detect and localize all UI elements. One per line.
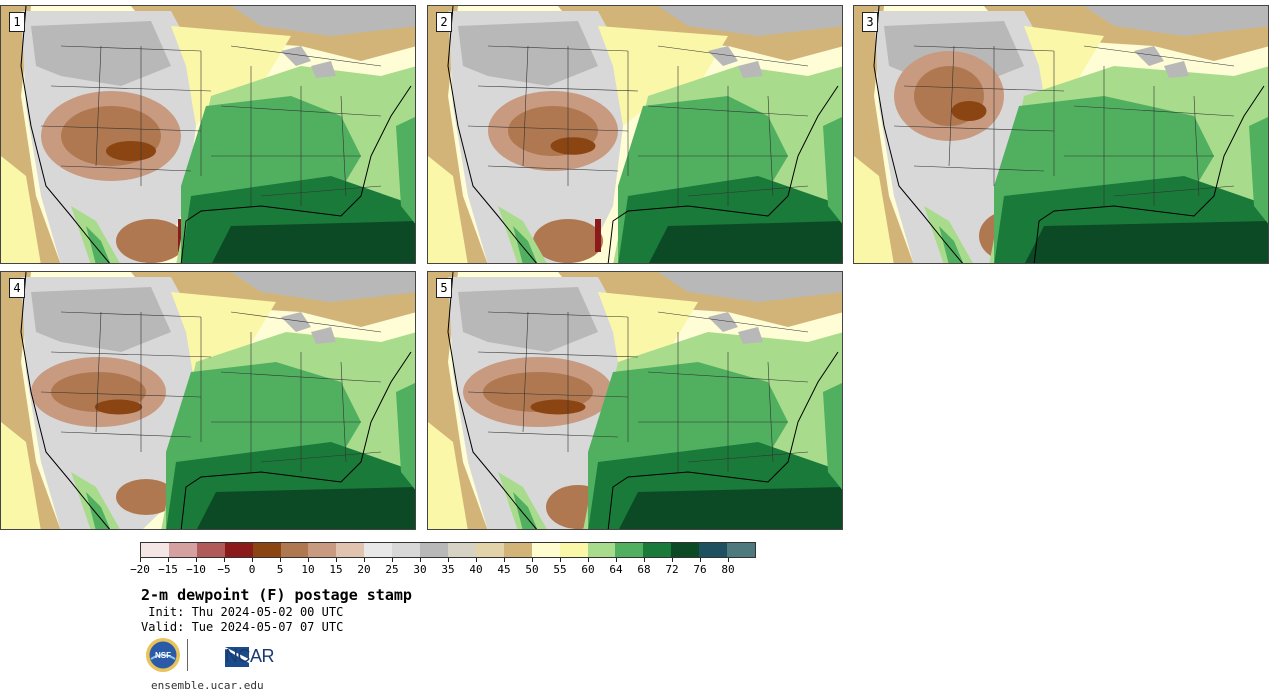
colorbar-tick bbox=[336, 558, 337, 562]
dewpoint-map-2 bbox=[428, 6, 842, 263]
panel-number-label: 1 bbox=[9, 12, 25, 32]
colorbar-tick-label: 0 bbox=[248, 563, 256, 576]
logos: NSF NCAR bbox=[145, 637, 275, 677]
colorbar-tick bbox=[700, 558, 701, 562]
colorbar-tick bbox=[504, 558, 505, 562]
colorbar-tick-label: 45 bbox=[497, 563, 511, 576]
page-title: 2-m dewpoint (F) postage stamp bbox=[141, 586, 412, 604]
colorbar-tick-label: 15 bbox=[329, 563, 343, 576]
nsf-logo-text: NSF bbox=[155, 651, 171, 660]
colorbar-tick bbox=[224, 558, 225, 562]
colorbar-tick bbox=[560, 558, 561, 562]
colorbar-swatch bbox=[308, 543, 337, 557]
colorbar-tick-label: 64 bbox=[609, 563, 623, 576]
colorbar-tick-label: 50 bbox=[525, 563, 539, 576]
logo-divider bbox=[187, 639, 188, 671]
colorbar-swatch bbox=[475, 543, 504, 557]
colorbar-tick bbox=[280, 558, 281, 562]
postage-stamp-panel-3[interactable]: 3 bbox=[853, 5, 1269, 264]
colorbar-tick-label: 80 bbox=[721, 563, 735, 576]
nsf-logo-icon: NSF bbox=[146, 638, 180, 672]
colorbar-tick-label: 25 bbox=[385, 563, 399, 576]
colorbar-tick bbox=[728, 558, 729, 562]
colorbar-tick bbox=[196, 558, 197, 562]
colorbar-tick-label: 76 bbox=[693, 563, 707, 576]
colorbar-tick bbox=[168, 558, 169, 562]
colorbar-tick-label: 30 bbox=[413, 563, 427, 576]
colorbar-tick-label: 68 bbox=[637, 563, 651, 576]
postage-stamp-panel-2[interactable]: 2 bbox=[427, 5, 843, 264]
colorbar-tick-label: −10 bbox=[186, 563, 206, 576]
colorbar-tick-label: 60 bbox=[581, 563, 595, 576]
colorbar-tick-label: 55 bbox=[553, 563, 567, 576]
postage-stamp-panel-1[interactable]: 1 bbox=[0, 5, 416, 264]
colorbar-swatch bbox=[280, 543, 309, 557]
panel-number-label: 2 bbox=[436, 12, 452, 32]
dewpoint-map-5 bbox=[428, 272, 842, 529]
panel-number-label: 5 bbox=[436, 278, 452, 298]
colorbar-tick-label: 40 bbox=[469, 563, 483, 576]
colorbar-swatch bbox=[503, 543, 532, 557]
colorbar-swatch bbox=[559, 543, 588, 557]
colorbar-tick bbox=[672, 558, 673, 562]
footer-url[interactable]: ensemble.ucar.edu bbox=[151, 679, 264, 692]
colorbar-swatch bbox=[587, 543, 616, 557]
colorbar-tick-label: −5 bbox=[217, 563, 231, 576]
colorbar-swatch bbox=[196, 543, 225, 557]
colorbar-tick-label: −20 bbox=[130, 563, 150, 576]
colorbar-tick bbox=[616, 558, 617, 562]
dewpoint-map-4 bbox=[1, 272, 415, 529]
colorbar-swatch bbox=[141, 543, 169, 557]
colorbar-tick-label: −15 bbox=[158, 563, 178, 576]
colorbar-tick bbox=[644, 558, 645, 562]
colorbar-tick bbox=[252, 558, 253, 562]
dewpoint-map-3 bbox=[854, 6, 1268, 263]
colorbar-tick-label: 10 bbox=[301, 563, 315, 576]
colorbar-tick bbox=[476, 558, 477, 562]
colorbar-tick-label: 35 bbox=[441, 563, 455, 576]
dewpoint-colorbar: −20 −15 −10 −5 0 5 10 15 20 25 30 35 40 45 50 55 60 64 68 7… bbox=[130, 542, 756, 582]
colorbar-swatch bbox=[364, 543, 393, 557]
colorbar-swatch bbox=[671, 543, 700, 557]
colorbar-tick-label: 72 bbox=[665, 563, 679, 576]
colorbar-swatch bbox=[224, 543, 253, 557]
colorbar-swatches bbox=[140, 542, 756, 558]
colorbar-tick bbox=[392, 558, 393, 562]
valid-time: Valid: Tue 2024-05-07 07 UTC bbox=[141, 620, 344, 634]
postage-stamp-panel-4[interactable]: 4 bbox=[0, 271, 416, 530]
colorbar-tick bbox=[532, 558, 533, 562]
colorbar-swatch bbox=[447, 543, 476, 557]
colorbar-tick bbox=[448, 558, 449, 562]
colorbar-ticks: −20 −15 −10 −5 0 5 10 15 20 25 30 35 40 45 50 55 60 64 68 7… bbox=[130, 558, 756, 578]
colorbar-tick bbox=[308, 558, 309, 562]
panel-number-label: 3 bbox=[862, 12, 878, 32]
colorbar-swatch bbox=[531, 543, 560, 557]
colorbar-swatch bbox=[252, 543, 281, 557]
colorbar-swatch bbox=[643, 543, 672, 557]
ncar-logo-text: NCAR bbox=[225, 646, 275, 666]
ncar-logo-icon bbox=[225, 647, 249, 667]
colorbar-swatch bbox=[699, 543, 728, 557]
colorbar-swatch bbox=[727, 543, 755, 557]
colorbar-tick bbox=[588, 558, 589, 562]
colorbar-tick-label: 5 bbox=[276, 563, 284, 576]
colorbar-swatch bbox=[168, 543, 197, 557]
dewpoint-map-1 bbox=[1, 6, 415, 263]
postage-stamp-panel-5[interactable]: 5 bbox=[427, 271, 843, 530]
colorbar-tick bbox=[420, 558, 421, 562]
colorbar-swatch bbox=[420, 543, 448, 557]
init-time: Init: Thu 2024-05-02 00 UTC bbox=[141, 605, 344, 619]
panel-number-label: 4 bbox=[9, 278, 25, 298]
colorbar-swatch bbox=[336, 543, 365, 557]
colorbar-swatch bbox=[392, 543, 421, 557]
colorbar-tick-label: 20 bbox=[357, 563, 371, 576]
colorbar-swatch bbox=[615, 543, 644, 557]
colorbar-tick bbox=[140, 558, 141, 562]
colorbar-tick bbox=[364, 558, 365, 562]
